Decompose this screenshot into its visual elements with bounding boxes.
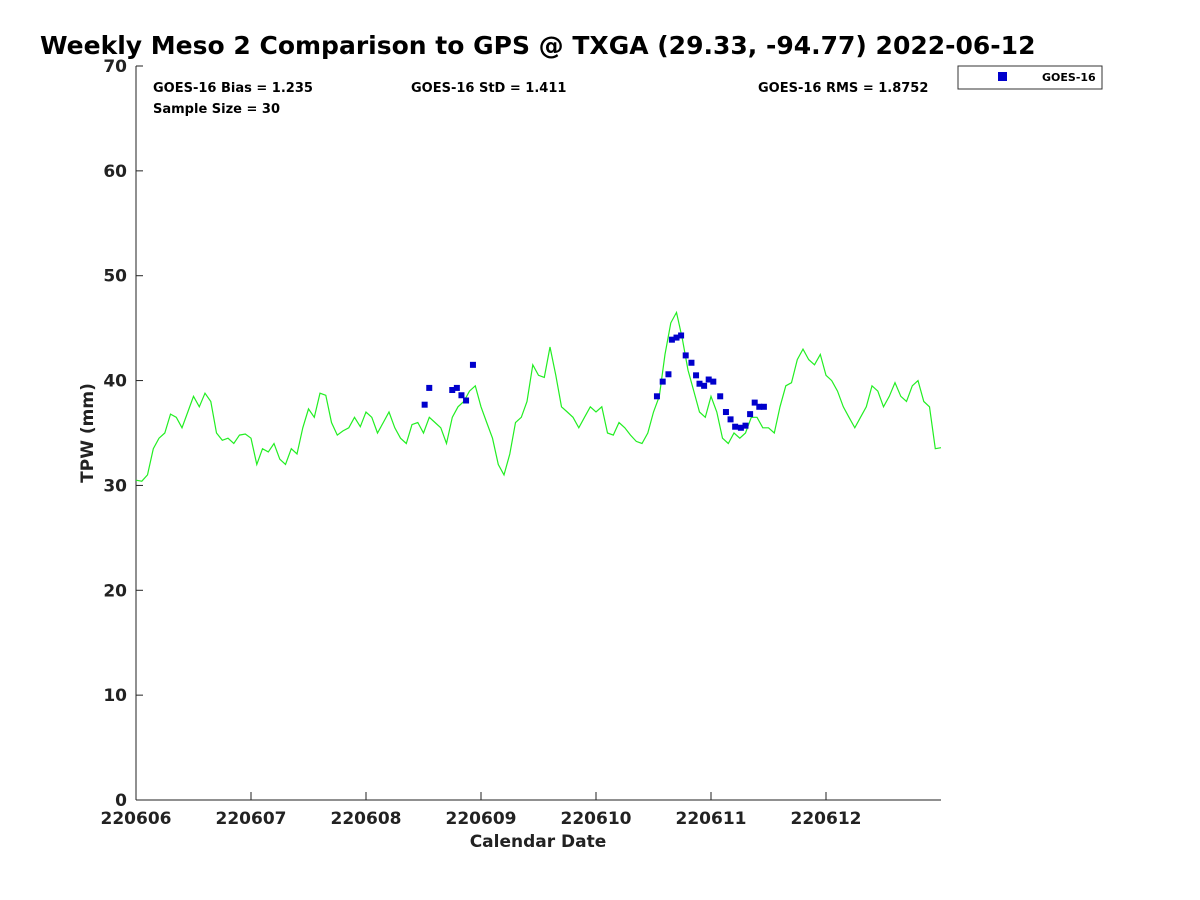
y-tick-label: 20 [103, 581, 127, 601]
goes16-point [469, 361, 476, 368]
goes16-point [693, 372, 700, 379]
goes16-point [722, 409, 729, 416]
x-tick-label: 220611 [676, 809, 747, 829]
x-tick-label: 220606 [101, 809, 172, 829]
goes16-point [737, 424, 744, 431]
x-tick-label: 220608 [331, 809, 402, 829]
goes16-point [717, 393, 724, 400]
goes16-point [673, 334, 680, 341]
goes16-point [682, 352, 689, 359]
chart-title: Weekly Meso 2 Comparison to GPS @ TXGA (… [40, 31, 1035, 60]
goes16-point [756, 403, 763, 410]
goes16-point [453, 384, 460, 391]
goes16-point [747, 411, 754, 418]
gps-line [135, 310, 942, 482]
bias-stat: GOES-16 Bias = 1.235 [153, 81, 313, 96]
goes16-point [458, 392, 465, 399]
y-axis-ticks: 0 10 20 30 40 50 60 70 [103, 57, 143, 811]
goes16-point [668, 336, 675, 343]
goes16-scatter-layer [421, 332, 767, 431]
x-tick-label: 220612 [791, 809, 862, 829]
y-tick-label: 50 [103, 267, 127, 287]
goes16-point [463, 397, 470, 404]
x-tick-label: 220609 [446, 809, 517, 829]
x-tick-label: 220607 [216, 809, 287, 829]
y-tick-label: 60 [103, 162, 127, 182]
goes16-point [665, 371, 672, 378]
goes16-point [710, 378, 717, 385]
y-tick-label: 30 [103, 476, 127, 496]
goes16-point [421, 401, 428, 408]
x-axis-ticks: 220606 220607 220608 220609 220610 220611 2206… [101, 792, 862, 829]
goes16-point [696, 380, 703, 387]
y-tick-label: 40 [103, 372, 127, 392]
goes16-point [742, 422, 749, 429]
rms-stat: GOES-16 RMS = 1.8752 [758, 81, 928, 96]
y-tick-label: 0 [115, 791, 127, 811]
plot-area [135, 66, 942, 801]
goes16-point [653, 393, 660, 400]
x-tick-label: 220610 [561, 809, 632, 829]
legend: GOES-16 [957, 65, 1103, 90]
goes16-point [705, 376, 712, 383]
goes16-point [659, 378, 666, 385]
std-stat: GOES-16 StD = 1.411 [411, 81, 566, 96]
y-tick-label: 10 [103, 686, 127, 706]
gps-line-layer [135, 310, 942, 482]
legend-box [957, 65, 1103, 90]
legend-label-goes16: GOES-16 [1042, 71, 1096, 84]
goes16-point [426, 384, 433, 391]
legend-marker-goes16 [998, 72, 1007, 81]
goes16-point [449, 387, 456, 394]
y-axis-label: TPW (mm) [78, 383, 98, 483]
x-axis-label: Calendar Date [470, 832, 607, 852]
y-tick-label: 70 [103, 57, 127, 77]
sample-size-stat: Sample Size = 30 [153, 102, 280, 117]
goes16-point [727, 416, 734, 423]
goes16-point [732, 423, 739, 430]
goes16-point [760, 403, 767, 410]
goes16-point [688, 359, 695, 366]
goes16-point [701, 382, 708, 389]
goes16-point [751, 399, 758, 406]
goes16-point [678, 332, 685, 339]
